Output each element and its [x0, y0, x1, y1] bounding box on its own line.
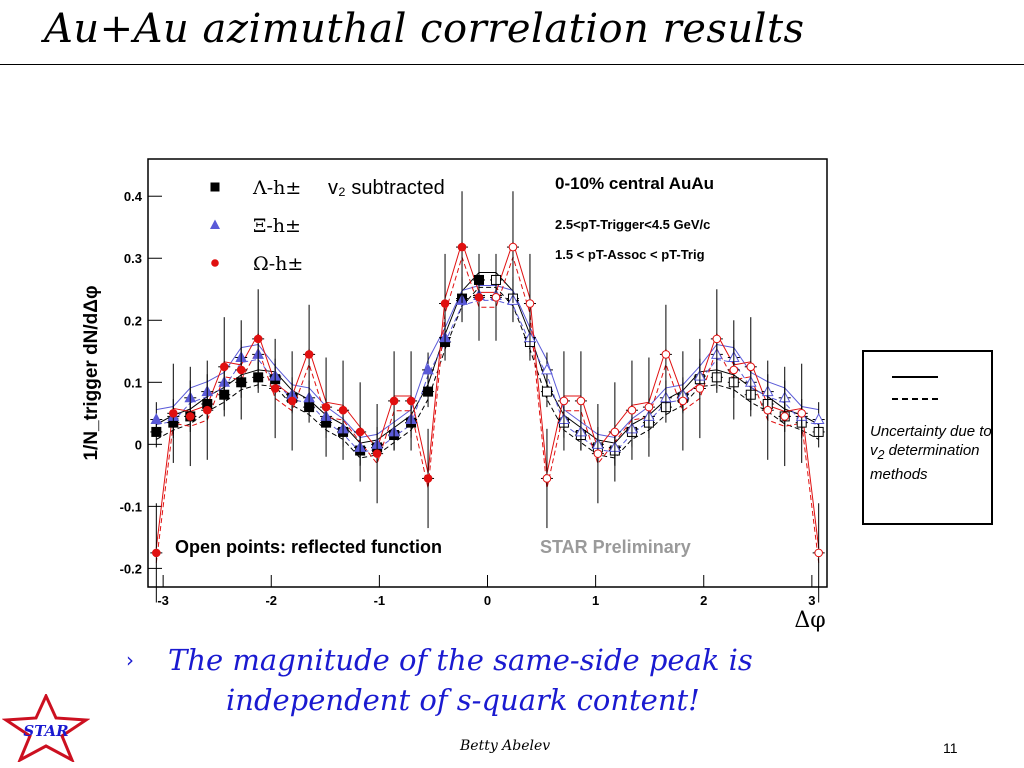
- v2-band-dashed-line: [156, 286, 819, 459]
- omega-marker: [610, 427, 620, 437]
- omega-marker: [746, 362, 756, 372]
- omega-marker: [593, 449, 603, 458]
- bullet-line-1: The magnitude of the same-side peak is: [168, 643, 753, 677]
- omega-marker: [169, 409, 178, 418]
- bullet-arrow-icon: ›: [126, 648, 134, 672]
- omega-marker: [338, 405, 348, 415]
- v2-band-dashed-line: [156, 299, 819, 453]
- omega-marker: [219, 362, 229, 372]
- title-divider: [0, 64, 1024, 65]
- xi-marker: [541, 363, 553, 375]
- omega-marker: [695, 384, 705, 393]
- omega-marker: [814, 548, 823, 558]
- omega-marker: [797, 409, 806, 418]
- y-tick-label: 0.2: [124, 313, 142, 328]
- omega-marker: [152, 548, 161, 558]
- x-tick-label: 2: [700, 593, 707, 608]
- x-tick-label: 3: [808, 593, 815, 608]
- xi-marker: [150, 412, 163, 425]
- omega-marker: [355, 427, 365, 437]
- x-tick-label: 0: [484, 593, 491, 608]
- omega-marker: [559, 396, 569, 406]
- x-tick-label: -2: [265, 593, 277, 608]
- star-logo: STAR: [2, 694, 90, 762]
- v2-band-solid-line: [155, 240, 820, 548]
- omega-marker: [287, 396, 297, 406]
- omega-marker: [763, 405, 773, 415]
- legend-lambda-marker: [210, 182, 220, 192]
- omega-marker: [627, 405, 637, 415]
- omega-marker: [457, 242, 467, 252]
- x-tick-label: 1: [592, 593, 599, 608]
- bullet-line-2: independent of s-quark content!: [226, 683, 700, 717]
- legend-dashed-line: [892, 398, 938, 400]
- x-axis-title: Δφ: [794, 608, 825, 633]
- omega-marker: [202, 405, 212, 415]
- annotation-trigger: 2.5<pT-Trigger<4.5 GeV/c: [555, 217, 710, 232]
- y-tick-label: -0.1: [120, 499, 142, 514]
- uncertainty-subscript: 2: [877, 448, 885, 462]
- uncertainty-legend-box: Uncertainty due to v2 determination meth…: [862, 350, 993, 525]
- omega-marker: [780, 412, 790, 421]
- y-tick-label: 0.3: [124, 251, 142, 266]
- y-tick-label: 0.4: [124, 189, 143, 204]
- x-tick-label: -1: [374, 593, 386, 608]
- omega-marker: [644, 402, 654, 412]
- annotation-assoc: 1.5 < pT-Assoc < pT-Trig: [555, 247, 705, 262]
- v2-band-solid-line: [156, 285, 819, 439]
- uncertainty-text-start: Uncertainty due to v: [870, 423, 992, 459]
- omega-marker: [440, 299, 450, 308]
- bullet-text: The magnitude of the same-side peak is i…: [168, 640, 868, 720]
- annotation-open-points: Open points: reflected function: [175, 537, 442, 557]
- page-number: 11: [943, 740, 958, 756]
- legend-series-label: Λ-h±: [252, 177, 301, 199]
- plot-legend: Λ-h± Ξ-h± Ω-h±: [210, 177, 303, 275]
- omega-marker: [508, 242, 518, 252]
- xi-marker: [812, 412, 825, 425]
- correlation-plot: 1/N_trigger dN/dΔφ Δφ -3 -2 -1 0 1 2 3 -0.2 -0.1…: [81, 158, 828, 633]
- omega-marker: [474, 293, 484, 302]
- annotation-centrality: 0-10% central AuAu: [555, 174, 714, 193]
- y-axis-title: 1/N_trigger dN/dΔφ: [81, 285, 102, 460]
- footer-author: Betty Abelev: [460, 738, 551, 754]
- omega-marker: [372, 449, 382, 458]
- legend-xi-marker: [210, 219, 220, 229]
- omega-marker: [236, 365, 246, 375]
- star-logo-shape: [2, 694, 90, 762]
- omega-marker: [423, 474, 433, 483]
- y-tick-label: 0: [135, 437, 142, 452]
- plot-frame: [147, 158, 828, 588]
- omega-marker: [729, 365, 739, 375]
- slide-title: Au+Au azimuthal correlation results: [44, 6, 805, 52]
- omega-marker: [712, 334, 722, 344]
- omega-marker: [253, 334, 263, 344]
- omega-marker: [542, 474, 552, 483]
- omega-marker: [406, 396, 416, 406]
- omega-marker: [576, 396, 586, 406]
- omega-marker: [661, 350, 671, 359]
- omega-marker: [678, 396, 688, 406]
- lambda-marker: [541, 386, 552, 397]
- legend-omega-marker: [211, 259, 219, 267]
- legend-solid-line: [892, 376, 938, 378]
- uncertainty-text-end: determination methods: [870, 442, 980, 483]
- omega-marker: [321, 402, 331, 412]
- omega-marker: [185, 412, 195, 421]
- omega-marker: [525, 299, 535, 308]
- y-tick-label: 0.1: [124, 375, 142, 390]
- omega-marker: [304, 350, 314, 359]
- omega-marker: [389, 396, 399, 406]
- lambda-marker: [423, 386, 434, 397]
- annotation-preliminary: STAR Preliminary: [540, 537, 691, 557]
- x-tick-label: -3: [157, 593, 169, 608]
- star-logo-text: STAR: [23, 722, 68, 740]
- xi-marker: [422, 363, 434, 375]
- legend-series-label: Ξ-h±: [253, 215, 301, 237]
- legend-series-label: Ω-h±: [253, 253, 303, 275]
- omega-marker: [270, 384, 280, 393]
- uncertainty-legend-text: Uncertainty due to v2 determination meth…: [870, 422, 994, 484]
- annotation-v2: v₂ subtracted: [328, 177, 445, 199]
- y-tick-label: -0.2: [120, 561, 142, 576]
- omega-marker: [491, 293, 501, 302]
